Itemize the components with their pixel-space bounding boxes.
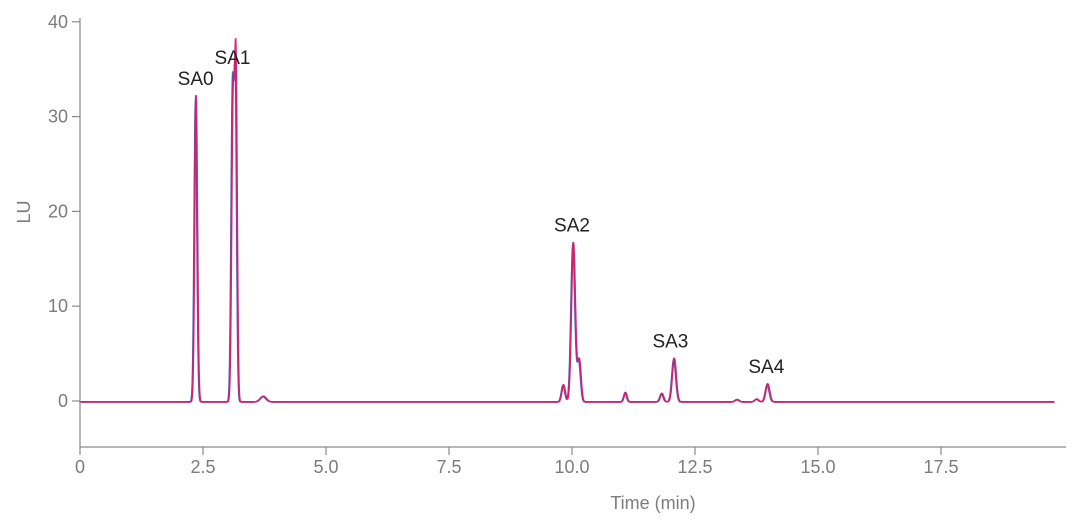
y-axis-ticks: 0 10 20 30 40 <box>48 12 80 411</box>
x-tick-label: 7.5 <box>436 457 461 477</box>
y-tick-label: 30 <box>48 107 68 127</box>
y-tick-label: 20 <box>48 201 68 221</box>
y-tick-label: 0 <box>58 391 68 411</box>
peak-label: SA4 <box>748 357 784 378</box>
peak-label: SA0 <box>178 69 214 90</box>
y-tick-label: 10 <box>48 296 68 316</box>
x-tick-label: 12.5 <box>677 457 712 477</box>
trace-line <box>79 38 1055 403</box>
x-tick-label: 10.0 <box>554 457 589 477</box>
x-axis-title: Time (min) <box>610 493 695 513</box>
x-tick-label: 0 <box>75 457 85 477</box>
x-tick-label: 17.5 <box>923 457 958 477</box>
x-tick-label: 15.0 <box>800 457 835 477</box>
peak-label: SA3 <box>652 331 688 352</box>
x-axis-ticks: 0 2.5 5.0 7.5 10.0 12.5 15.0 17.5 <box>75 447 959 477</box>
chromatogram-traces <box>79 38 1055 403</box>
peak-label: SA1 <box>215 48 251 69</box>
peak-label: SA2 <box>554 216 590 237</box>
y-axis-title: LU <box>14 200 34 223</box>
chart-axes <box>79 18 1066 448</box>
x-tick-label: 2.5 <box>190 457 215 477</box>
y-tick-label: 40 <box>48 12 68 32</box>
x-tick-label: 5.0 <box>313 457 338 477</box>
